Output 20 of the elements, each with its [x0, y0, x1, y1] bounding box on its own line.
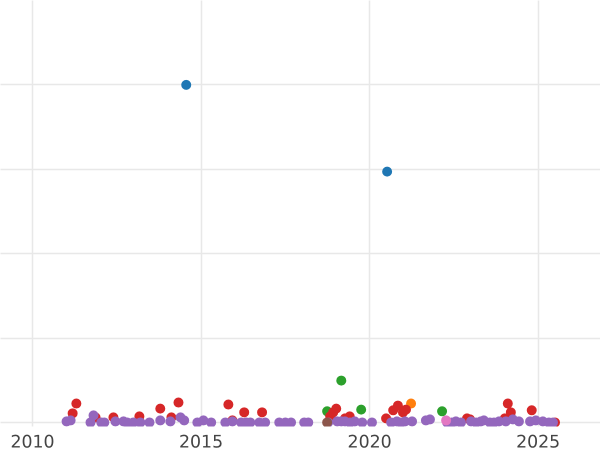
- point: [356, 404, 366, 415]
- point: [401, 404, 412, 415]
- point: [336, 376, 346, 386]
- point: [223, 400, 234, 410]
- x-tick-label: 2025: [516, 432, 560, 450]
- point: [173, 398, 184, 408]
- point: [155, 404, 166, 414]
- point: [239, 407, 250, 418]
- x-tick-label: 2015: [179, 432, 224, 450]
- point: [526, 405, 537, 416]
- point: [331, 404, 342, 414]
- point: [257, 407, 268, 418]
- point: [502, 398, 513, 409]
- x-tick-label: 2020: [348, 432, 392, 450]
- point: [437, 406, 448, 416]
- point: [382, 166, 392, 177]
- x-tick-label: 2010: [10, 432, 55, 450]
- point: [71, 398, 82, 409]
- point: [392, 400, 403, 411]
- point: [181, 80, 192, 90]
